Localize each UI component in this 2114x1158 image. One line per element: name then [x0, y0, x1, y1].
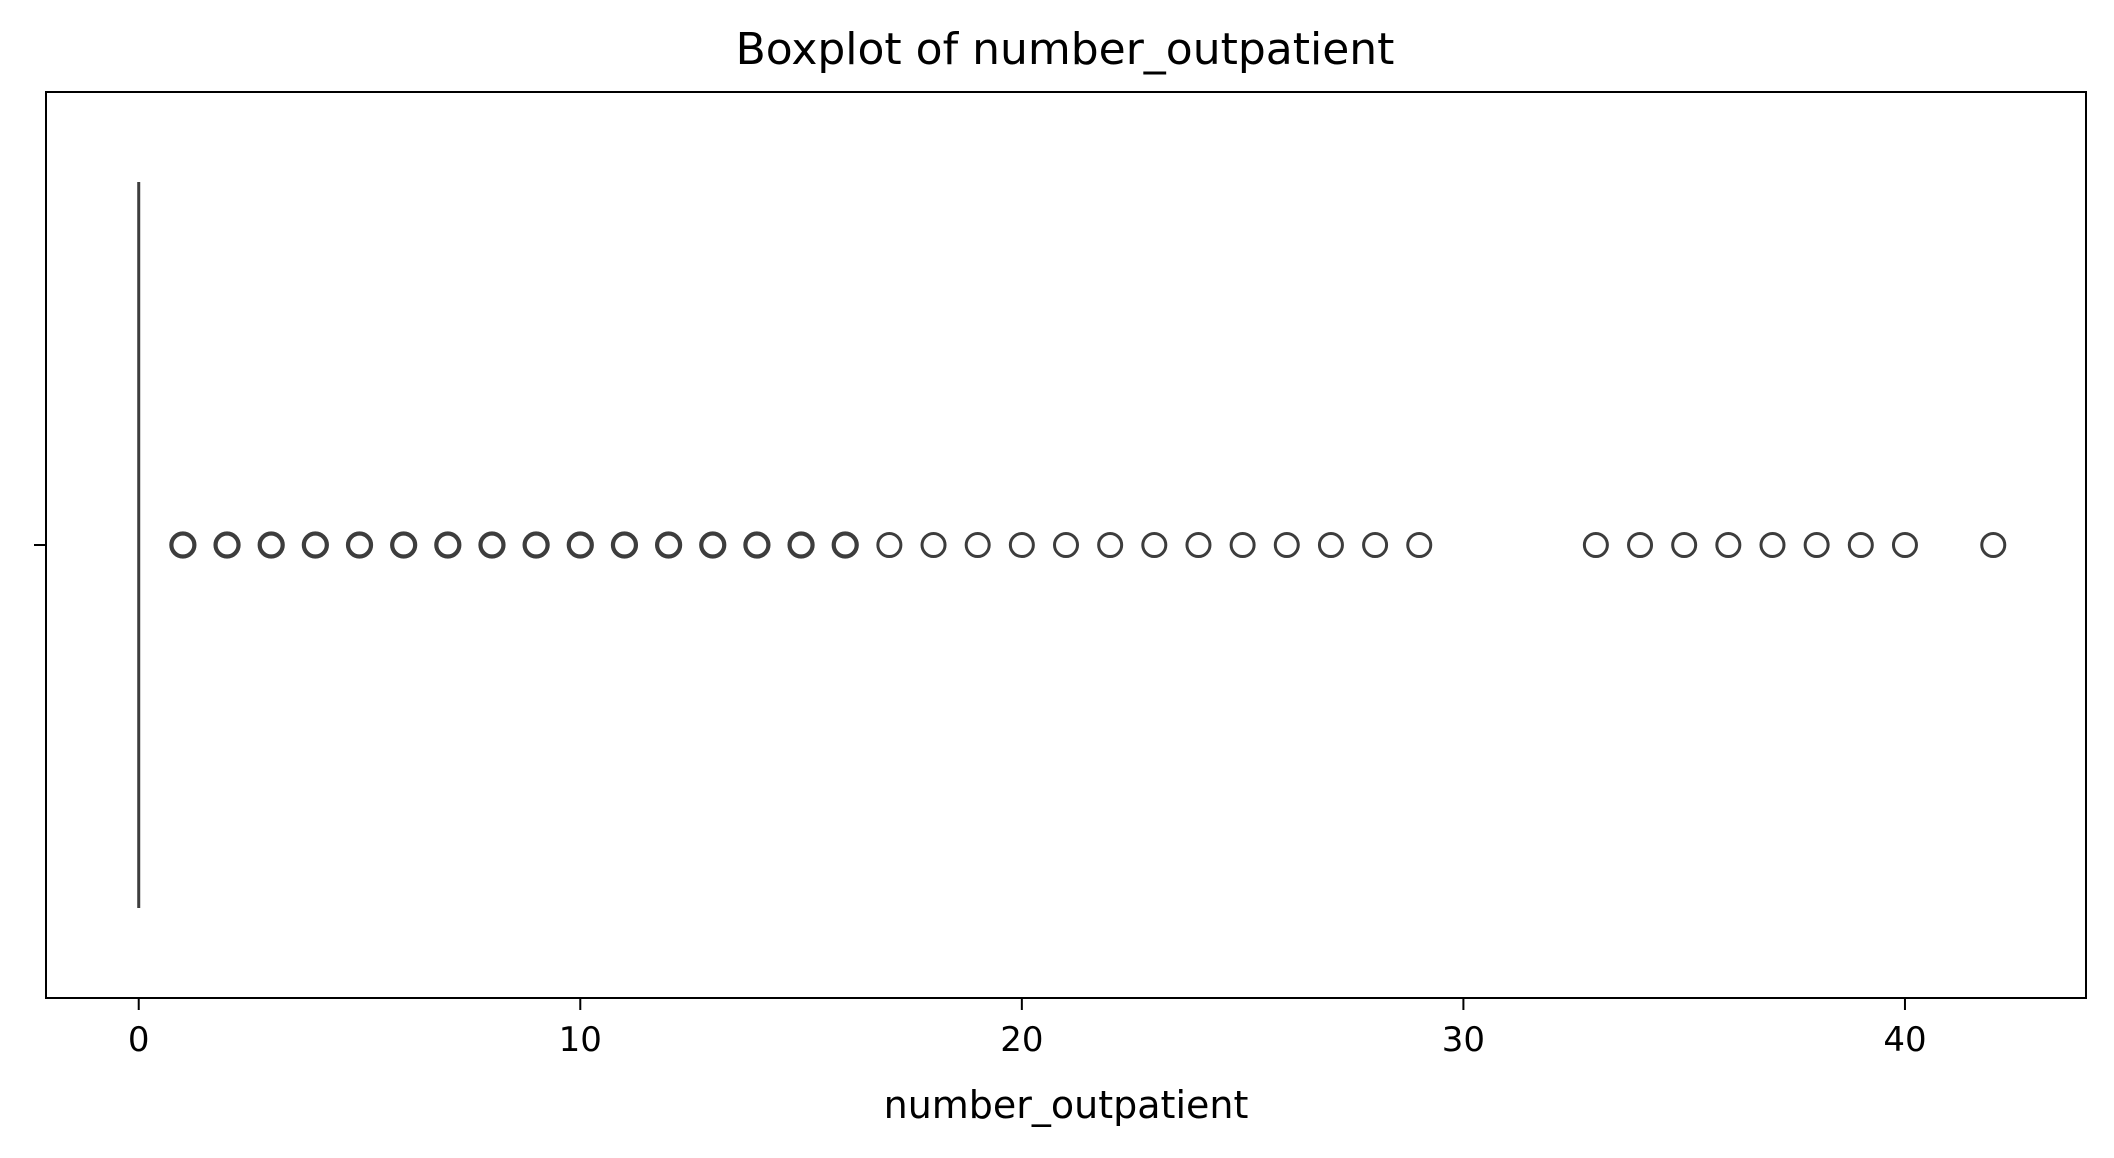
x-tick-label: 40: [1883, 1020, 1926, 1060]
outlier-point: [522, 531, 550, 559]
outlier-point: [169, 531, 197, 559]
outlier-point: [1891, 532, 1918, 558]
outlier-point: [787, 531, 815, 559]
outlier-point: [1273, 532, 1300, 558]
outlier-point: [743, 531, 771, 559]
outlier-point: [1229, 532, 1256, 558]
outlier-point: [1980, 532, 2007, 558]
x-axis-label: number_outpatient: [884, 1083, 1249, 1127]
outlier-point: [390, 531, 418, 559]
outlier-point: [1803, 532, 1830, 558]
outlier-point: [1582, 532, 1609, 558]
outlier-point: [1759, 532, 1786, 558]
outlier-point: [301, 531, 329, 559]
outlier-point: [1671, 532, 1698, 558]
outlier-point: [610, 531, 639, 559]
outlier-point: [1141, 532, 1168, 558]
outlier-point: [1362, 532, 1389, 558]
outlier-point: [213, 531, 241, 559]
outlier-point: [1715, 532, 1742, 558]
outlier-point: [654, 531, 683, 559]
outlier-point: [831, 531, 859, 559]
outlier-point: [1185, 532, 1212, 558]
x-tick-label: 20: [1000, 1020, 1043, 1060]
outlier-point: [566, 531, 594, 559]
outlier-point: [699, 531, 727, 559]
outlier-point: [1627, 532, 1654, 558]
outlier-point: [1847, 532, 1874, 558]
outlier-point: [1317, 532, 1344, 558]
x-tick-label: 0: [128, 1020, 150, 1060]
x-tick-label: 10: [559, 1020, 602, 1060]
outlier-point: [478, 531, 506, 559]
outlier-point: [1053, 532, 1079, 558]
x-tick-label: 30: [1442, 1020, 1485, 1060]
outlier-point: [1406, 532, 1433, 558]
outlier-points: [169, 531, 2007, 559]
outlier-point: [257, 531, 285, 559]
outlier-point: [1097, 532, 1124, 558]
outlier-point: [345, 531, 374, 559]
outlier-point: [964, 532, 991, 558]
chart-title: Boxplot of number_outpatient: [736, 24, 1395, 75]
x-axis-ticks: 0 10 20 30 40: [128, 998, 1927, 1060]
outlier-point: [920, 532, 947, 558]
outlier-point: [1008, 532, 1035, 558]
outlier-point: [434, 531, 462, 559]
outlier-point: [876, 532, 903, 558]
